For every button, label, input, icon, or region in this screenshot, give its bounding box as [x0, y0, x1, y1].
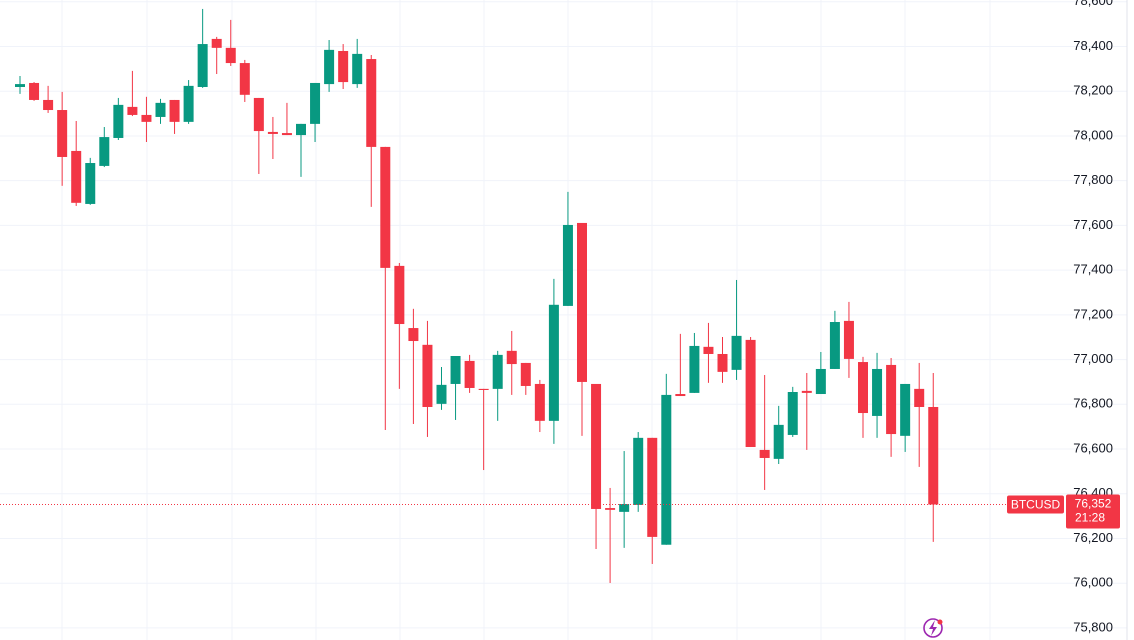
candle-body	[366, 59, 377, 147]
symbol-tag-bg	[1007, 495, 1064, 514]
y-tick-label: 77,400	[1073, 262, 1113, 277]
y-tick-label: 77,200	[1073, 306, 1113, 321]
candle-body	[99, 137, 110, 166]
candle-body	[141, 114, 152, 122]
candle-body	[71, 150, 82, 203]
y-tick-label: 78,400	[1073, 38, 1113, 53]
candle-body	[506, 350, 517, 365]
candle-body	[57, 110, 68, 157]
price-axis: 75,80076,00076,20076,40076,60076,80077,0…	[1073, 0, 1128, 640]
candle-body	[815, 368, 826, 395]
y-tick-label: 76,600	[1073, 440, 1113, 455]
candle-body	[281, 133, 292, 136]
candle-body	[928, 406, 939, 505]
candle-body	[422, 344, 433, 407]
y-tick-label: 77,800	[1073, 172, 1113, 187]
symbol-tag: BTCUSD	[1011, 498, 1061, 512]
candle-body	[900, 383, 911, 436]
candle-body	[605, 508, 616, 510]
candle-body	[338, 50, 349, 83]
candle-body	[562, 224, 573, 306]
candle-body	[520, 362, 531, 386]
candle-body	[787, 392, 798, 435]
y-tick-label: 75,800	[1073, 619, 1113, 634]
candle-body	[436, 384, 447, 404]
candle-body	[703, 346, 714, 354]
candle-body	[914, 388, 925, 407]
y-tick-label: 77,600	[1073, 217, 1113, 232]
candle-body	[352, 53, 363, 85]
vertical-grid	[61, 0, 991, 640]
y-tick-label: 77,000	[1073, 351, 1113, 366]
candle-body	[661, 394, 672, 545]
candle-body	[464, 360, 475, 388]
candle-body	[619, 504, 630, 512]
assistant-icon[interactable]	[923, 618, 943, 638]
candle-body	[829, 322, 840, 369]
y-tick-label: 76,000	[1073, 575, 1113, 590]
candle-body	[478, 388, 489, 390]
candle-body	[577, 222, 587, 382]
horizontal-grid	[0, 1, 1127, 629]
y-tick-label: 76,800	[1073, 396, 1113, 411]
candle-body	[324, 49, 335, 85]
icon-ring	[923, 618, 943, 638]
candle-body	[113, 104, 124, 138]
candle-body	[450, 356, 461, 384]
candle-body	[29, 82, 40, 100]
price-tag-bg	[1066, 494, 1120, 529]
candle-body	[310, 82, 321, 124]
y-tick-label: 78,200	[1073, 83, 1113, 98]
candle-body	[675, 394, 686, 397]
candle-body	[534, 383, 545, 421]
candle-body	[872, 368, 883, 416]
icon-dot	[937, 619, 943, 625]
candle-body	[548, 304, 559, 421]
candle-body	[717, 353, 728, 372]
candle-body	[211, 38, 222, 48]
candle-body	[843, 320, 854, 359]
candle-body	[225, 47, 236, 64]
candle-body	[43, 99, 54, 111]
icon-bolt	[929, 620, 937, 636]
candle-body	[633, 437, 644, 505]
y-tick-label: 78,600	[1073, 0, 1113, 8]
candle-body	[408, 328, 419, 342]
candle-body	[239, 63, 250, 95]
price-tag: 76,352	[1075, 497, 1112, 511]
candle-body	[492, 354, 503, 389]
candle-body	[169, 99, 180, 122]
candle-body	[197, 44, 208, 87]
y-tick-label: 78,000	[1073, 127, 1113, 142]
candle-body	[85, 163, 96, 204]
y-tick-label: 76,200	[1073, 530, 1113, 545]
candle-body	[745, 339, 756, 448]
candle-body	[394, 265, 405, 325]
candle-body	[296, 123, 306, 136]
candle-body	[155, 102, 166, 117]
candle-body	[183, 85, 194, 122]
candle-body	[689, 345, 700, 393]
countdown-tag: 21:28	[1075, 511, 1105, 525]
candle-body	[127, 106, 138, 115]
candle-body	[15, 84, 25, 87]
candle-body	[647, 437, 658, 537]
candle-body	[591, 383, 602, 509]
candle-body	[731, 335, 742, 370]
candle-body	[886, 364, 897, 435]
candles	[15, 8, 939, 583]
candle-body	[253, 97, 264, 132]
candle-body	[759, 449, 770, 458]
candle-body	[858, 362, 868, 414]
candle-body	[773, 424, 784, 459]
candle-body	[801, 390, 812, 393]
candle-body	[267, 131, 278, 134]
candle-body	[380, 146, 391, 268]
